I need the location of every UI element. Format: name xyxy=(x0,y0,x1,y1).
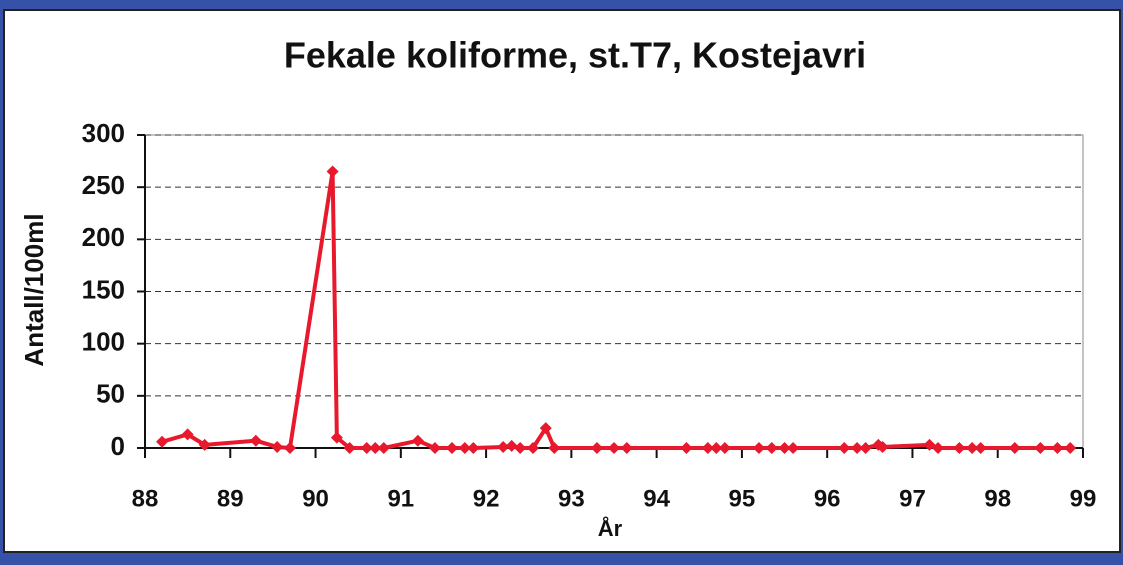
data-point xyxy=(377,442,390,454)
x-tick-label: 91 xyxy=(387,485,414,512)
x-tick-label: 97 xyxy=(899,485,926,512)
data-point xyxy=(249,434,262,447)
data-point xyxy=(497,440,510,453)
data-point xyxy=(953,442,966,454)
data-point xyxy=(326,165,339,178)
data-point xyxy=(343,442,356,454)
data-point xyxy=(752,442,765,454)
data-point xyxy=(181,428,194,441)
data-point xyxy=(360,442,373,454)
data-point xyxy=(411,434,424,447)
data-point xyxy=(620,442,633,454)
data-point xyxy=(787,442,800,454)
chart-panel xyxy=(3,9,1121,553)
x-tick-label: 94 xyxy=(643,485,670,512)
data-point xyxy=(876,440,889,453)
y-tick-label: 0 xyxy=(111,431,125,461)
data-point xyxy=(1051,442,1064,454)
data-point xyxy=(765,442,778,454)
data-point xyxy=(1064,442,1077,454)
data-point xyxy=(526,442,539,454)
y-tick-label: 200 xyxy=(82,222,125,252)
x-tick-label: 90 xyxy=(302,485,329,512)
y-axis-label: Antall/100ml xyxy=(19,213,49,366)
data-point xyxy=(851,442,864,454)
y-tick-label: 300 xyxy=(82,118,125,148)
data-point xyxy=(966,442,979,454)
data-point xyxy=(156,435,169,448)
data-point xyxy=(1008,442,1021,454)
x-tick-label: 98 xyxy=(984,485,1011,512)
data-point xyxy=(539,422,552,435)
x-tick-label: 99 xyxy=(1070,485,1097,512)
data-point xyxy=(428,442,441,454)
data-point xyxy=(505,439,518,452)
data-point xyxy=(369,442,382,454)
x-tick-label: 96 xyxy=(814,485,841,512)
data-point xyxy=(710,442,723,454)
data-point xyxy=(590,442,603,454)
y-tick-label: 50 xyxy=(96,379,125,409)
data-point xyxy=(680,442,693,454)
data-point xyxy=(514,442,527,454)
x-tick-label: 92 xyxy=(473,485,500,512)
x-tick-label: 89 xyxy=(217,485,244,512)
x-tick-label: 95 xyxy=(729,485,756,512)
x-tick-label: 88 xyxy=(132,485,159,512)
data-point xyxy=(548,442,561,454)
data-point xyxy=(859,442,872,454)
data-point xyxy=(838,442,851,454)
y-tick-label: 100 xyxy=(82,327,125,357)
y-tick-label: 150 xyxy=(82,274,125,304)
y-tick-label: 250 xyxy=(82,170,125,200)
x-axis-label: År xyxy=(598,515,623,541)
data-point xyxy=(467,442,480,454)
data-point xyxy=(778,442,791,454)
data-point xyxy=(932,442,945,454)
data-point xyxy=(458,442,471,454)
chart-title: Fekale koliforme, st.T7, Kostejavri xyxy=(284,35,866,76)
data-point xyxy=(198,438,211,451)
data-point xyxy=(1034,442,1047,454)
data-point xyxy=(608,442,620,454)
data-point xyxy=(445,442,458,454)
data-point xyxy=(330,431,343,444)
data-point xyxy=(718,442,731,454)
data-point xyxy=(974,442,987,454)
x-tick-label: 93 xyxy=(558,485,585,512)
data-point xyxy=(701,442,714,454)
data-point xyxy=(283,442,296,454)
data-point xyxy=(271,440,284,453)
